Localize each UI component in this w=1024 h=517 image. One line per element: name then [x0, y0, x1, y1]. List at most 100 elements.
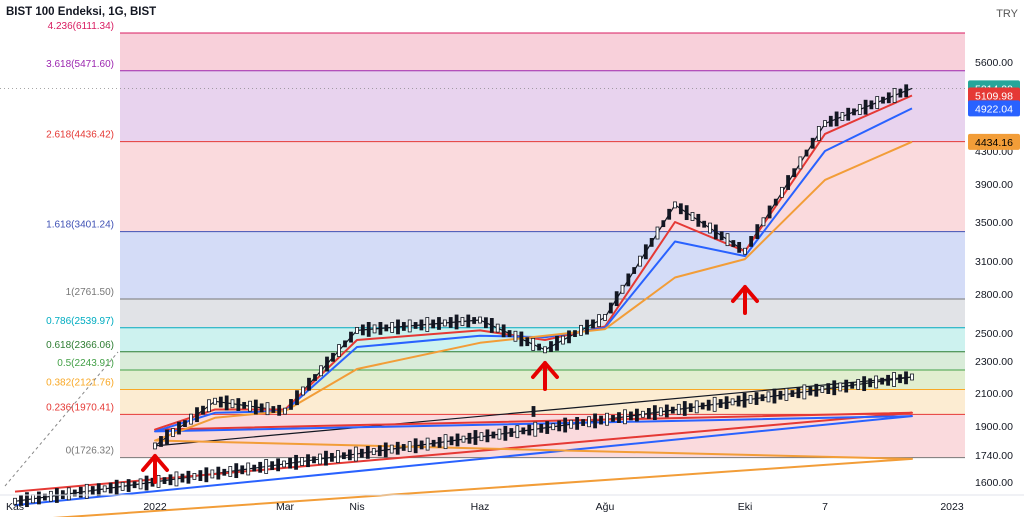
candle — [551, 423, 556, 431]
candle — [808, 386, 813, 396]
candle — [737, 241, 742, 253]
candle — [874, 375, 879, 389]
candle — [533, 421, 538, 437]
candle — [792, 168, 797, 178]
up-arrow-icon — [141, 454, 169, 484]
candle — [892, 372, 896, 387]
candle — [527, 424, 532, 436]
candle — [724, 396, 729, 410]
candle — [377, 445, 382, 457]
candle — [120, 481, 125, 491]
price-tag-label: 5109.98 — [975, 91, 1013, 103]
candle — [183, 420, 187, 427]
x-tick-label: Ağu — [596, 501, 615, 513]
candle — [856, 379, 861, 390]
candle — [437, 317, 441, 330]
candle — [159, 436, 163, 447]
candle — [96, 483, 101, 497]
candle — [360, 324, 365, 336]
candle — [696, 213, 701, 227]
candle — [802, 384, 807, 400]
candle — [844, 379, 849, 393]
candle — [108, 482, 113, 494]
candle — [766, 391, 771, 403]
candle — [489, 318, 494, 333]
candle — [234, 463, 239, 479]
candle — [646, 408, 651, 419]
candle — [419, 319, 424, 331]
candle — [283, 407, 287, 415]
candle — [138, 478, 143, 490]
candle — [712, 396, 717, 412]
candle — [473, 430, 478, 445]
up-arrow-icon — [531, 361, 559, 391]
fib-level-label: 0.236(1970.41) — [46, 402, 114, 413]
candle — [585, 319, 589, 335]
candle — [790, 390, 795, 397]
candle — [617, 412, 621, 424]
candle — [307, 377, 311, 391]
candle — [773, 198, 778, 206]
candle — [857, 104, 862, 115]
candle — [629, 411, 633, 421]
y-tick-label: 1600.00 — [975, 477, 1013, 489]
candle — [114, 479, 119, 495]
candle — [614, 291, 619, 307]
candle — [162, 477, 167, 484]
candle — [525, 337, 530, 347]
candle — [513, 330, 518, 342]
candle — [563, 417, 568, 433]
candle — [258, 461, 263, 473]
candle — [171, 428, 175, 437]
candle — [731, 240, 736, 247]
candle — [437, 437, 442, 448]
y-tick-label: 2300.00 — [975, 356, 1013, 368]
candle — [555, 335, 559, 351]
candle — [521, 427, 526, 435]
candle — [736, 395, 741, 407]
candle — [466, 314, 471, 328]
candle — [288, 457, 292, 469]
candle — [265, 402, 270, 416]
candle — [684, 205, 689, 221]
candle — [102, 485, 107, 493]
x-tick-label: 2023 — [940, 501, 964, 513]
candle — [638, 255, 642, 267]
candle — [702, 220, 707, 228]
fib-level-label: 0(1726.32) — [66, 446, 114, 457]
fib-band — [120, 369, 965, 390]
x-tick-label: 7 — [822, 501, 828, 513]
candle — [365, 445, 370, 459]
candle — [479, 432, 484, 442]
series-ema_mid — [14, 107, 913, 507]
candle — [755, 224, 760, 240]
y-tick-label: 5600.00 — [975, 57, 1013, 69]
candle — [401, 444, 406, 451]
candle — [742, 392, 747, 408]
candle — [455, 433, 460, 447]
candle — [389, 444, 394, 454]
candle — [78, 486, 83, 498]
candle — [579, 324, 583, 336]
candle — [300, 457, 304, 466]
chart-title: BIST 100 Endeksi, 1G, BIST — [6, 6, 157, 18]
x-tick-label: Nis — [349, 501, 364, 513]
candle — [840, 112, 845, 121]
price-tag — [968, 87, 1020, 104]
candle — [366, 322, 371, 337]
candle — [748, 394, 753, 404]
candle — [673, 201, 677, 209]
candle — [156, 474, 161, 488]
candle — [252, 464, 257, 472]
candle — [186, 470, 191, 484]
candle — [349, 331, 353, 343]
candle — [643, 244, 648, 260]
candle — [218, 396, 223, 408]
candle — [852, 108, 856, 116]
candle — [341, 452, 346, 460]
candle — [632, 267, 637, 274]
candle — [497, 428, 502, 440]
candle — [635, 408, 639, 422]
candle — [706, 399, 711, 411]
candle — [780, 186, 784, 198]
